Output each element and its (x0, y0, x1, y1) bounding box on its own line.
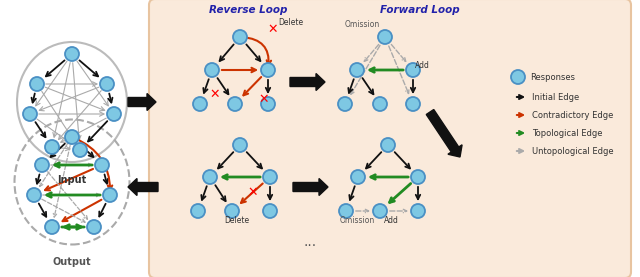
Text: ✕: ✕ (248, 186, 259, 199)
Text: Contradictory Edge: Contradictory Edge (532, 111, 613, 119)
Text: ✕: ✕ (210, 88, 220, 101)
FancyArrow shape (290, 73, 325, 91)
Text: Omission: Omission (340, 216, 375, 225)
Circle shape (233, 138, 247, 152)
Circle shape (100, 77, 114, 91)
Circle shape (261, 63, 275, 77)
Circle shape (203, 170, 217, 184)
Text: Topological Edge: Topological Edge (532, 129, 602, 137)
Text: ✕: ✕ (268, 22, 278, 35)
Circle shape (411, 204, 425, 218)
Circle shape (95, 158, 109, 172)
Circle shape (228, 97, 242, 111)
Circle shape (45, 220, 59, 234)
Circle shape (27, 188, 41, 202)
Circle shape (406, 97, 420, 111)
Circle shape (411, 170, 425, 184)
Text: ✕: ✕ (259, 93, 269, 106)
Circle shape (73, 143, 87, 157)
Text: Untopological Edge: Untopological Edge (532, 147, 614, 155)
FancyBboxPatch shape (149, 0, 631, 277)
Circle shape (373, 204, 387, 218)
FancyArrow shape (426, 109, 462, 157)
Text: Reverse Loop: Reverse Loop (209, 5, 287, 15)
Text: Initial Edge: Initial Edge (532, 93, 579, 101)
Circle shape (373, 97, 387, 111)
Circle shape (263, 170, 277, 184)
Circle shape (339, 204, 353, 218)
Circle shape (205, 63, 219, 77)
Circle shape (191, 204, 205, 218)
Circle shape (381, 138, 395, 152)
Circle shape (263, 204, 277, 218)
Text: Input: Input (58, 175, 86, 185)
Circle shape (45, 140, 59, 154)
Circle shape (378, 30, 392, 44)
Circle shape (351, 170, 365, 184)
Text: Add: Add (384, 216, 399, 225)
Circle shape (233, 30, 247, 44)
Text: Add: Add (415, 61, 430, 70)
Circle shape (35, 158, 49, 172)
Circle shape (107, 107, 121, 121)
Text: Delete: Delete (278, 18, 303, 27)
Text: Forward Loop: Forward Loop (380, 5, 460, 15)
FancyArrow shape (128, 178, 158, 196)
Text: Responses: Responses (530, 73, 575, 81)
Circle shape (261, 97, 275, 111)
Circle shape (103, 188, 117, 202)
FancyArrow shape (293, 178, 328, 196)
Circle shape (87, 220, 101, 234)
Circle shape (23, 107, 37, 121)
Circle shape (30, 77, 44, 91)
Circle shape (65, 130, 79, 144)
Circle shape (511, 70, 525, 84)
Text: Output: Output (52, 257, 92, 267)
Circle shape (225, 204, 239, 218)
Circle shape (350, 63, 364, 77)
Circle shape (193, 97, 207, 111)
FancyArrow shape (128, 94, 156, 111)
Text: Omission: Omission (345, 20, 380, 29)
Text: ...: ... (303, 235, 317, 249)
Circle shape (338, 97, 352, 111)
Circle shape (65, 47, 79, 61)
Circle shape (406, 63, 420, 77)
Text: Delete: Delete (224, 216, 249, 225)
